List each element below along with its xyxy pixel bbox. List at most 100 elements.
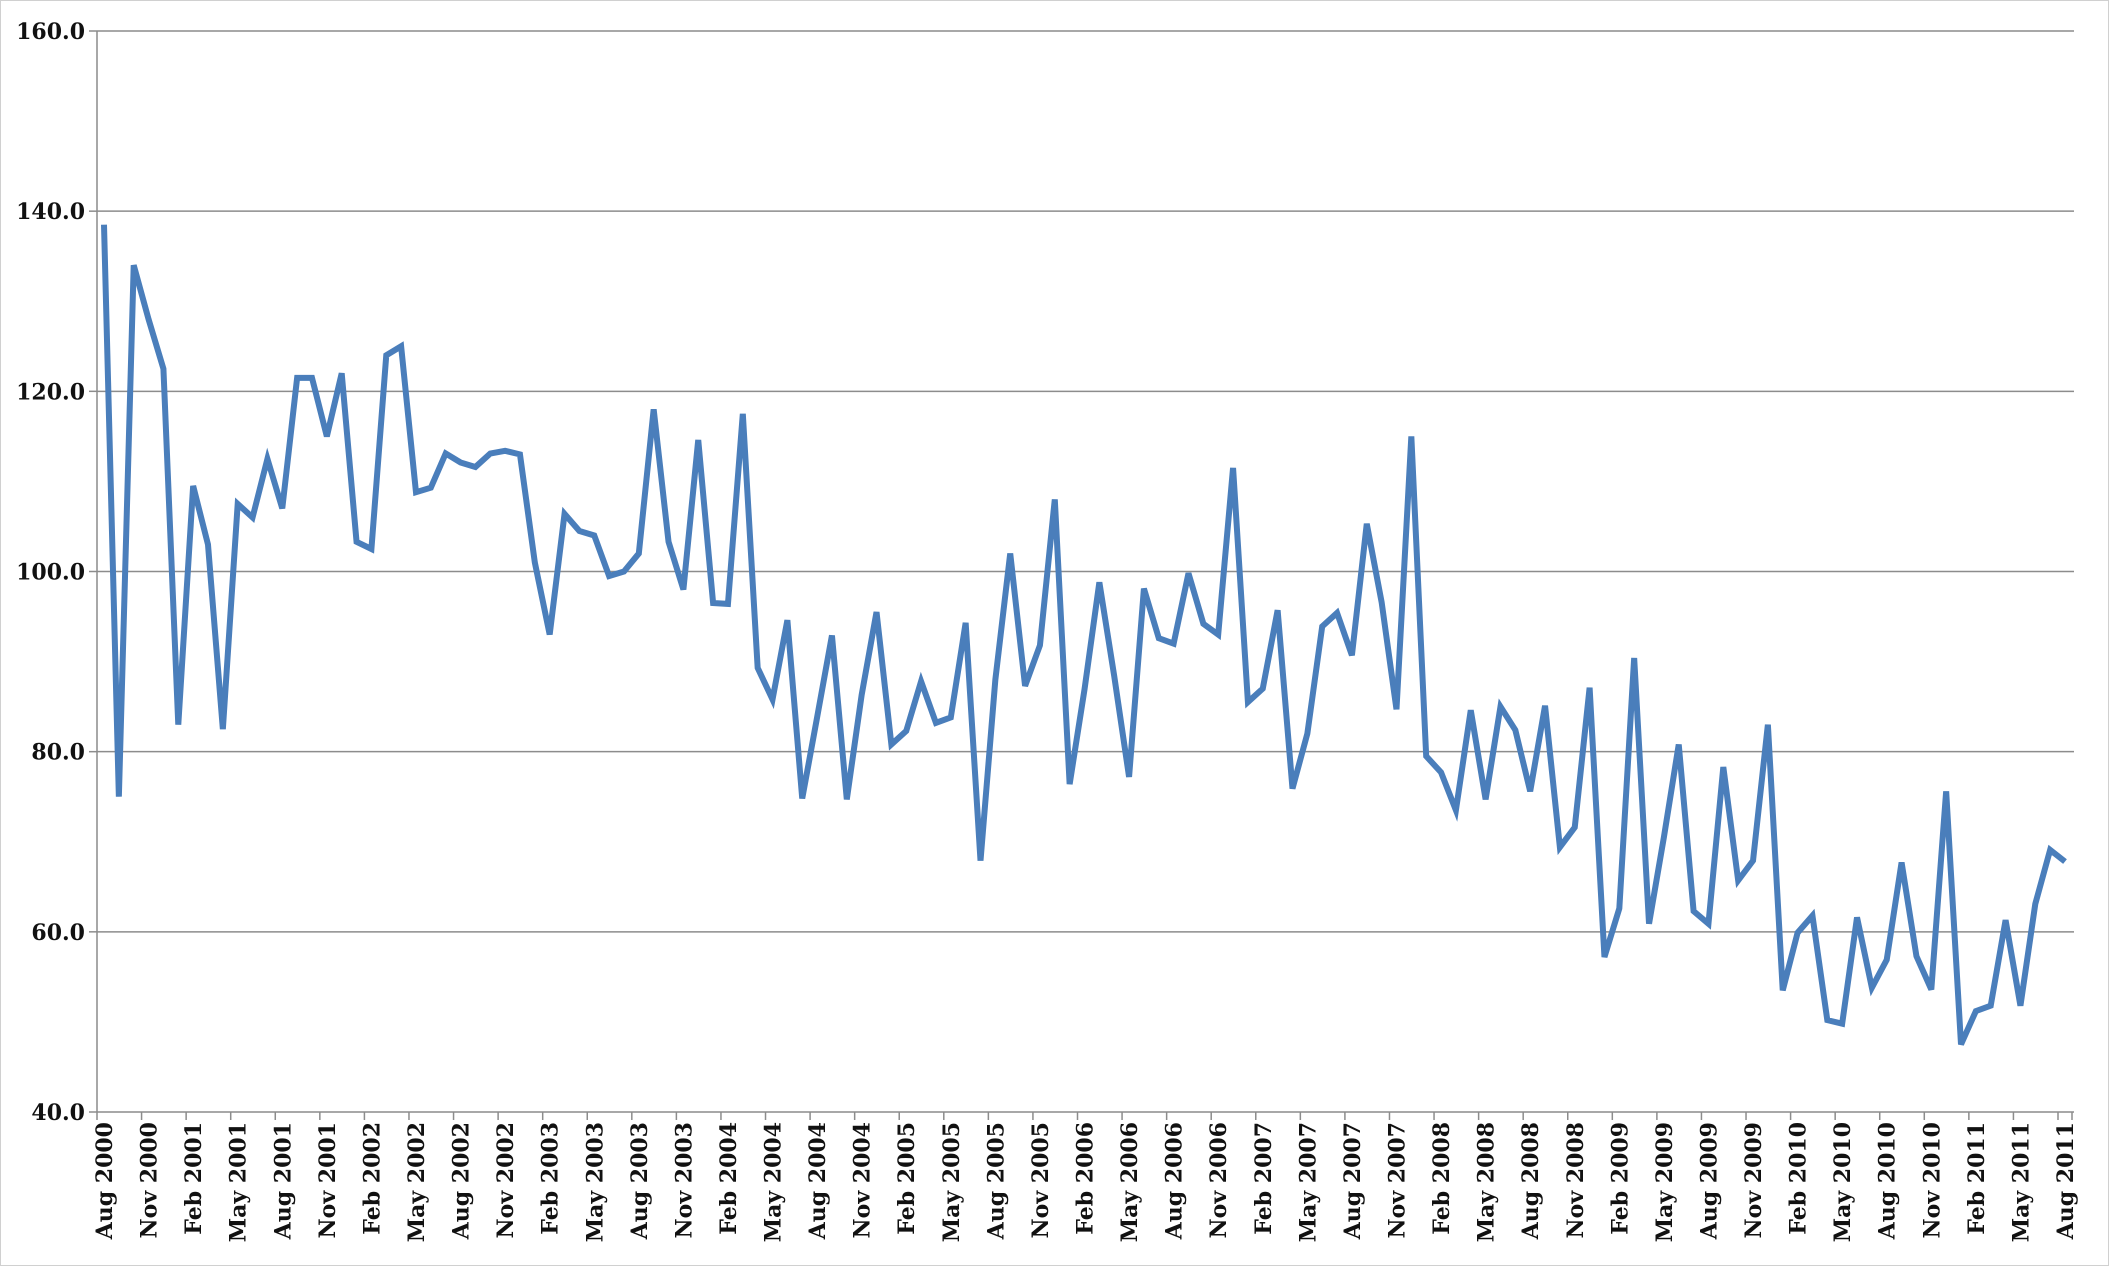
data-point	[948, 714, 954, 720]
x-tick-label: Nov 2001	[315, 1122, 341, 1238]
x-tick-label: Aug 2007	[1340, 1122, 1366, 1240]
data-point	[1230, 465, 1236, 471]
data-point	[146, 316, 152, 322]
data-point	[1007, 550, 1013, 556]
data-point	[443, 450, 449, 456]
data-point	[547, 632, 553, 638]
data-point	[1438, 769, 1444, 775]
data-point	[666, 539, 672, 545]
x-tick-label: Aug 2003	[627, 1122, 653, 1240]
data-point	[472, 464, 478, 470]
data-point	[354, 539, 360, 545]
data-point	[933, 720, 939, 726]
data-point	[1542, 703, 1548, 709]
x-tick-label: Nov 2009	[1741, 1122, 1767, 1238]
data-point	[2017, 1003, 2023, 1009]
data-point	[1928, 986, 1934, 992]
data-point	[1913, 953, 1919, 959]
x-tick-label: Feb 2005	[894, 1122, 920, 1235]
data-point	[2003, 917, 2009, 923]
data-point	[1854, 914, 1860, 920]
data-point	[859, 692, 865, 698]
data-point	[2062, 859, 2068, 865]
x-tick-label: Nov 2010	[1919, 1122, 1945, 1238]
data-point	[1572, 824, 1578, 830]
data-point	[562, 511, 568, 517]
data-point	[1557, 844, 1563, 850]
data-point	[1423, 753, 1429, 759]
x-tick-label: Aug 2002	[449, 1122, 475, 1240]
data-point	[1141, 586, 1147, 592]
data-point	[1587, 685, 1593, 691]
data-point	[680, 587, 686, 593]
data-point	[636, 550, 642, 556]
data-point	[205, 541, 211, 547]
data-point	[1884, 957, 1890, 963]
data-point	[1483, 796, 1489, 802]
series-line	[101, 224, 2067, 1046]
data-point	[1973, 1008, 1979, 1014]
data-point	[621, 569, 627, 575]
data-point	[1512, 727, 1518, 733]
data-point	[784, 617, 790, 623]
data-point	[160, 366, 166, 372]
data-point	[1289, 786, 1295, 792]
data-point	[1319, 623, 1325, 629]
data-point	[1824, 1017, 1830, 1023]
data-point	[1260, 686, 1266, 692]
data-point	[591, 532, 597, 538]
data-point	[963, 620, 969, 626]
y-tick-label: 40.0	[31, 1100, 85, 1126]
data-point	[725, 601, 731, 607]
data-point	[1750, 858, 1756, 864]
data-point	[903, 728, 909, 734]
data-point	[1691, 908, 1697, 914]
data-point	[1453, 807, 1459, 813]
y-tick-label: 60.0	[31, 920, 85, 946]
data-point	[1082, 687, 1088, 693]
x-tick-label: Aug 2005	[983, 1122, 1009, 1240]
x-tick-label: Aug 2006	[1162, 1122, 1188, 1240]
data-point	[1839, 1021, 1845, 1027]
data-point	[1126, 774, 1132, 780]
data-point	[1468, 707, 1474, 713]
x-tick-label: May 2004	[761, 1122, 787, 1242]
x-tick-label: May 2005	[939, 1122, 965, 1242]
data-point	[710, 600, 716, 606]
data-point	[1393, 706, 1399, 712]
x-tick-label: Aug 2009	[1696, 1122, 1722, 1240]
data-point	[220, 726, 226, 732]
x-tick-label: Feb 2011	[1964, 1122, 1990, 1235]
data-point	[1676, 741, 1682, 747]
data-point	[1200, 621, 1206, 627]
data-point	[1111, 673, 1117, 679]
data-point	[1245, 699, 1251, 705]
data-point	[1037, 642, 1043, 648]
data-point	[1171, 641, 1177, 647]
data-point	[829, 632, 835, 638]
x-tick-label: May 2008	[1474, 1122, 1500, 1242]
data-point	[368, 546, 374, 552]
data-point	[532, 559, 538, 565]
data-point	[1334, 610, 1340, 616]
data-point	[770, 696, 776, 702]
x-tick-label: May 2009	[1652, 1122, 1678, 1242]
data-point	[978, 858, 984, 864]
data-point	[1720, 764, 1726, 770]
data-point	[1869, 985, 1875, 991]
x-tick-label: Feb 2003	[538, 1122, 564, 1235]
x-tick-label: Feb 2002	[359, 1122, 385, 1235]
x-tick-label: Aug 2011	[2053, 1122, 2079, 1240]
data-point	[1304, 731, 1310, 737]
data-point	[398, 343, 404, 349]
data-point	[2032, 901, 2038, 907]
data-point	[1795, 930, 1801, 936]
y-tick-label: 140.0	[16, 199, 85, 225]
y-tick-label: 160.0	[16, 19, 85, 45]
data-point	[1527, 788, 1533, 794]
data-point	[413, 489, 419, 495]
data-point	[1943, 788, 1949, 794]
data-point	[1809, 913, 1815, 919]
